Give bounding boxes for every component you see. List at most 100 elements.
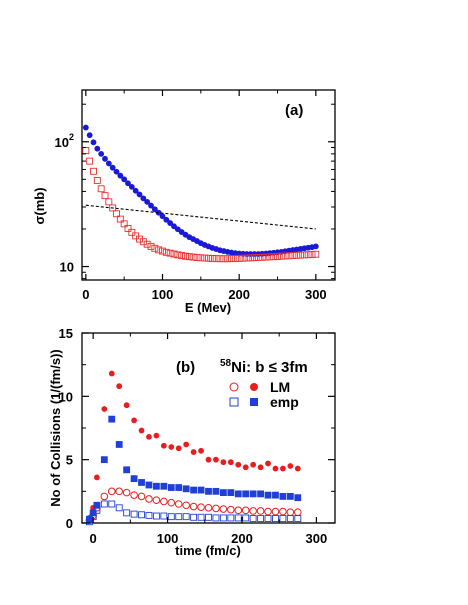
panel-a-ytick-label: 102 [55,132,74,150]
panel-b-series2-point [175,484,183,491]
panel-b-series2-point [115,441,123,448]
panel-a-series1-point [235,254,243,262]
panel-b-ytick-label: 15 [59,326,73,341]
panel-b-series3-point [249,515,257,523]
panel-b-series3-point [85,518,93,526]
legend-emp-label: emp [270,394,299,410]
panel-b-series1-point [271,507,280,516]
panel-b-series2-point [212,487,220,495]
panel-b-series2-point [108,415,116,423]
panel-a-series1-point [162,248,170,256]
panel-b-series2-point [167,484,175,491]
panel-b-series2-point [123,466,131,474]
panel-b-series1-point [107,487,116,496]
panel-b-series3-point [152,512,160,520]
panel-a-series0-point [109,164,116,171]
panel-b-series1-point [145,495,153,503]
panel-a-series1-point [178,252,186,259]
panel-b-series3-point [257,515,265,523]
panel-a-series0-point [117,172,124,179]
panel-a-series0-point [125,180,131,187]
panel-b-series2-point [153,482,160,490]
panel-b-series3-point [205,513,212,521]
panel-a-series1-point [262,253,270,261]
panel-b-series3-point [100,500,108,508]
panel-b-series2-point [93,501,101,509]
panel-a-series1-point [304,251,312,259]
panel-a-series1-point [254,254,262,261]
panel-b-series3-point [160,512,168,520]
panel-a-series1-point [281,252,289,260]
panel-a-series0-point [163,216,170,223]
panel-a-series1-point [189,253,197,261]
panel-a-series1-point [205,254,212,262]
panel-a-series1-point [258,253,266,261]
panel-b-series0-point [272,465,279,472]
panel-b-series0-point [287,463,294,469]
panel-b: 0 100 200 300 0 5 10 15 (b) 58Ni: b ≤ 3fm LM em… [48,326,336,558]
panel-b-series1-point [130,491,138,499]
panel-b-series3-point [242,514,250,522]
panel-b-series2-point [100,456,108,464]
panel-b-series0-point [131,417,137,424]
panel-b-series1-point [227,505,235,514]
panel-a-marks [82,124,320,263]
panel-b-series3-point [279,515,287,523]
panel-a-series1-point [247,254,255,262]
panel-b-series1-point [286,508,295,517]
legend-lm-filled-marker [250,383,258,391]
panel-a-label: (a) [285,102,303,119]
panel-b-series2-point [190,486,198,494]
panel-a-series1-point [90,167,97,175]
panel-a-series1-point [113,210,120,218]
panel-b-xtick-label: 200 [231,531,253,546]
panel-a-ylabel: σ(mb) [32,187,47,224]
panel-b-series0-point [235,461,242,468]
panel-a-series0-point [90,139,97,146]
panel-a-series1-point [243,254,251,262]
panel-b-series1-point [167,498,176,507]
panel-b-series1-point [197,503,205,511]
panel-b-series1-point [100,492,109,501]
panel-b-ytick-label: 10 [59,389,73,404]
panel-b-series2-point [257,490,264,498]
panel-b-series0-point [227,459,234,466]
panel-b-title-main: Ni: b ≤ 3fm [231,359,308,376]
panel-b-xtick-label: 300 [306,531,328,546]
panel-a-series1-point [274,252,281,260]
panel-b-series3-point [138,511,145,519]
panel-b-series0-point [123,402,130,409]
panel-b-series0-point [183,441,190,448]
panel-b-series2-point [160,482,168,490]
panel-a-series1-point [266,253,274,261]
panel-b-ytick-label: 5 [66,453,73,468]
panel-b-series1-point [293,508,302,517]
panel-b-series0-point [198,447,204,454]
panel-b-series3-point [212,514,220,522]
panel-a-series1-point [139,238,147,246]
panel-b-series0-point [101,406,108,412]
panel-b-series1-point [174,500,183,508]
panel-b-series0-point [138,427,145,434]
panel-a-series0-point [121,176,128,183]
panel-b-series1-point [160,497,168,506]
panel-a-series1-point [308,250,316,258]
panel-b-series0-point [250,461,257,468]
panel-b-series2-point [227,489,235,496]
panel-b-xlabel: time (fm/c) [175,543,241,558]
panel-b-series3-point [108,500,116,508]
panel-a-series1-point [93,176,101,184]
panel-a-series1-point [109,204,117,212]
panel-a-series0-point [132,187,139,194]
panel-a-series1-point [182,252,189,260]
panel-a-series0-point [98,150,105,157]
panel-b-series1-point [264,507,272,516]
panel-a-series1-point [143,240,151,248]
panel-b-series3-point [219,514,227,522]
panel-b-series1-point [137,492,146,501]
panel-b-series0-point [257,464,264,471]
panel-b-ylabel: No of Collisions (1/(fm/s)) [48,349,63,506]
panel-b-series2-point [279,493,287,500]
panel-a-series1-point [197,254,205,262]
